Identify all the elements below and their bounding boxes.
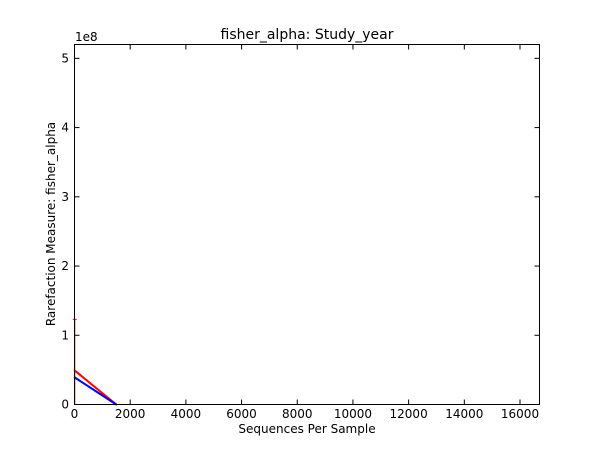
- x-tick-label-1: 2000: [115, 407, 146, 421]
- x-axis-label: Sequences Per Sample: [238, 422, 375, 436]
- x-tick-label-7: 14000: [445, 407, 483, 421]
- tick-layer: 0 2000 4000 6000 8000 10000 12000 14000 16000 0 1 2…: [61, 44, 540, 421]
- plot-frame: [74, 44, 540, 405]
- y-axis-label: Rarefaction Measure: fisher_alpha: [44, 122, 58, 326]
- series-line-1: [73, 376, 118, 406]
- y-tick-label-1: 1: [61, 328, 69, 342]
- y-tick-label-0: 0: [61, 398, 69, 412]
- y-tick-label-3: 3: [61, 190, 69, 204]
- x-tick-label-0: 0: [71, 407, 79, 421]
- y-axis-scale-label: 1e8: [75, 30, 98, 44]
- y-tick-label-4: 4: [61, 121, 69, 135]
- x-tick-label-4: 8000: [282, 407, 313, 421]
- x-tick-label-2: 4000: [171, 407, 202, 421]
- x-tick-label-3: 6000: [226, 407, 257, 421]
- x-tick-label-6: 12000: [390, 407, 428, 421]
- chart-title: fisher_alpha: Study_year: [221, 27, 394, 43]
- y-tick-label-5: 5: [61, 51, 69, 65]
- x-tick-label-8: 16000: [501, 407, 539, 421]
- y-tick-label-2: 2: [61, 259, 69, 273]
- x-tick-label-5: 10000: [334, 407, 372, 421]
